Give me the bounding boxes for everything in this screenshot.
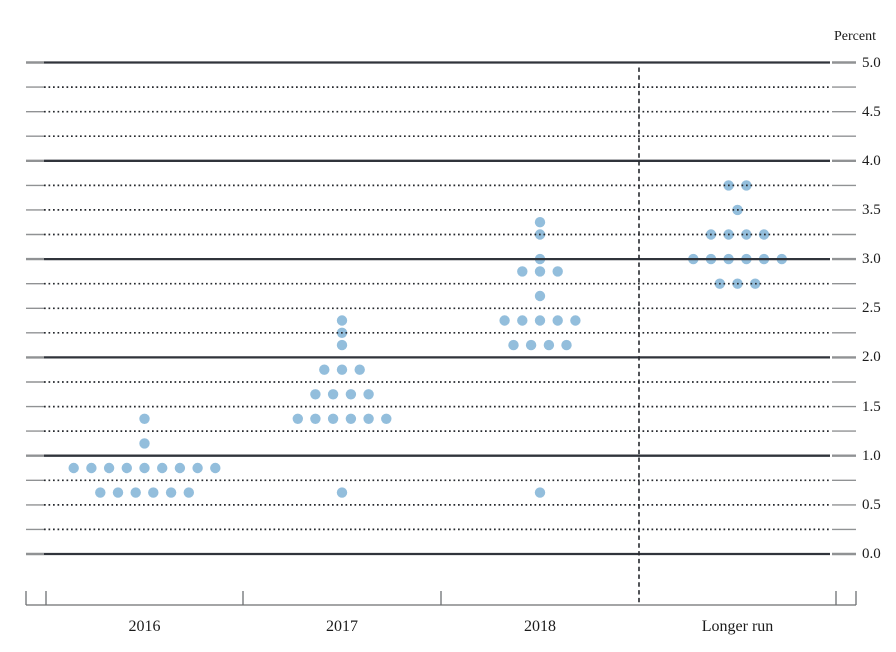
projection-dot: [525, 339, 537, 351]
projection-dot: [310, 389, 321, 400]
projection-dot: [561, 339, 572, 351]
y-axis-label: 2.0: [862, 349, 881, 366]
projection-dot: [165, 487, 177, 498]
projection-dot: [552, 266, 563, 277]
projection-dot: [174, 462, 186, 474]
y-axis-label: 3.5: [862, 201, 881, 218]
projection-dot: [345, 389, 357, 400]
y-axis-label: 2.5: [862, 300, 881, 317]
y-axis-unit-label: Percent: [834, 29, 876, 44]
projection-dot: [534, 217, 546, 228]
projection-dot: [336, 487, 348, 498]
x-axis-label-longer-run: Longer run: [701, 618, 774, 635]
projection-dot: [336, 364, 348, 375]
projection-dot: [95, 487, 106, 498]
projection-dot: [363, 389, 374, 400]
projection-dot: [363, 413, 374, 424]
projection-dot: [103, 462, 115, 474]
y-axis-label: 4.5: [862, 103, 881, 120]
x-axis-label-2018: 2018: [524, 618, 556, 635]
projection-dot: [112, 487, 124, 498]
projection-dot: [210, 462, 221, 474]
projection-dot: [517, 266, 528, 277]
projection-dot: [192, 462, 203, 474]
projection-dot: [517, 315, 528, 326]
projection-dot: [148, 487, 159, 498]
y-axis-label: 1.5: [862, 398, 881, 415]
y-axis-label: 3.0: [862, 251, 881, 268]
projection-dot: [319, 364, 330, 375]
y-axis-label: 0.5: [862, 496, 881, 513]
projection-dot: [292, 413, 303, 424]
projection-dot: [345, 413, 357, 424]
projection-dot: [130, 487, 141, 498]
projection-dot: [499, 315, 510, 326]
projection-dot: [381, 413, 392, 424]
x-axis-label-2017: 2017: [326, 618, 358, 635]
projection-dot: [68, 462, 79, 474]
dots-layer: [68, 180, 787, 498]
projection-dot: [570, 315, 581, 326]
projection-dot: [543, 339, 555, 351]
projection-dot: [534, 266, 546, 277]
projection-dot: [310, 413, 321, 424]
projection-dot: [183, 487, 194, 498]
y-axis-label: 5.0: [862, 54, 881, 71]
projection-dot: [534, 315, 546, 326]
projection-dot: [139, 462, 150, 474]
projection-dot: [327, 389, 339, 400]
projection-dot: [139, 413, 150, 424]
projection-dot: [157, 462, 168, 474]
y-axis-label: 4.0: [862, 152, 881, 169]
projection-dot: [121, 462, 132, 474]
projection-dot: [534, 487, 546, 498]
x-axis-label-2016: 2016: [128, 618, 161, 635]
projection-dot: [327, 413, 339, 424]
projection-dot: [336, 315, 348, 326]
projection-dot: [354, 364, 365, 375]
projection-dot: [508, 339, 519, 351]
projection-dot: [139, 438, 150, 449]
projection-dot: [552, 315, 563, 326]
projection-dot: [534, 290, 546, 302]
gridlines-layer: [26, 61, 856, 556]
y-axis-label: 1.0: [862, 447, 881, 464]
projection-dot: [86, 462, 97, 474]
projection-dot: [336, 339, 348, 351]
y-axis-label: 0.0: [862, 546, 881, 562]
